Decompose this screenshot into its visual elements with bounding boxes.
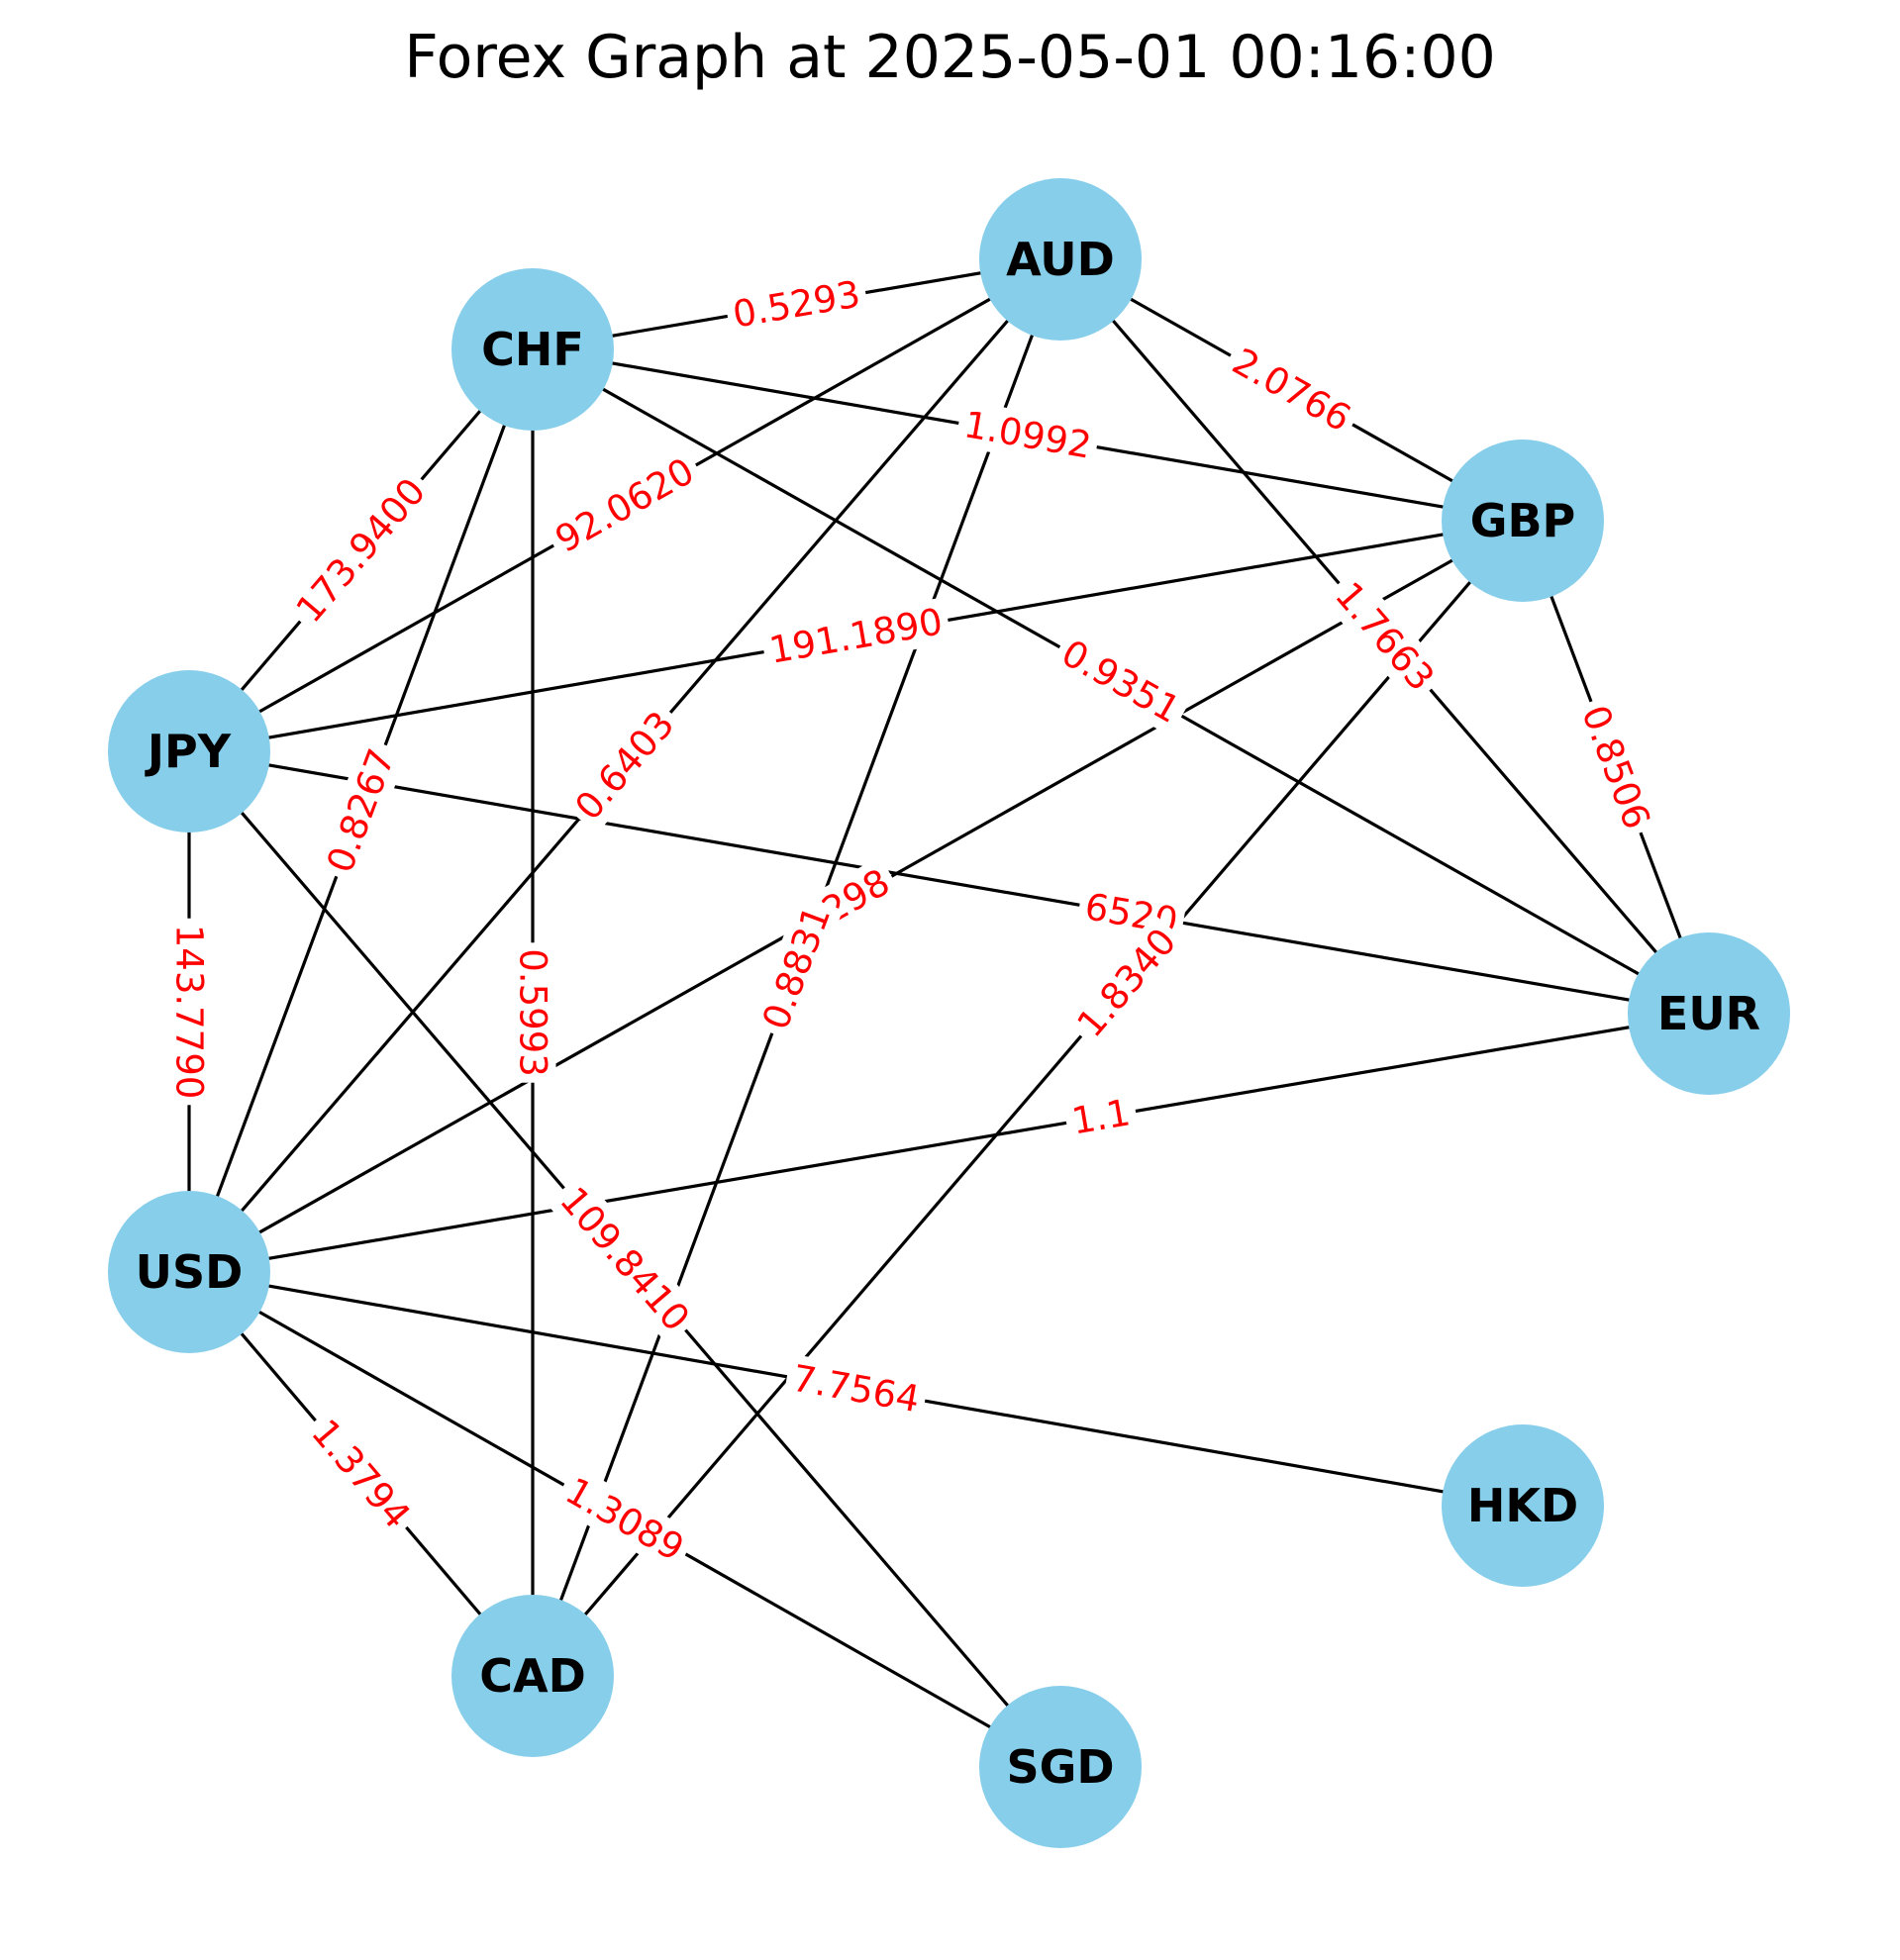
node-gbp: GBP	[1442, 440, 1604, 602]
edge-usd-eur	[188, 1012, 1710, 1274]
node-circle	[451, 268, 614, 431]
edge-label-group: 1.0992	[954, 400, 1101, 470]
edge-label-jpy-sgd: 109.8410	[551, 1179, 698, 1339]
edge-label-group: 7.7564	[782, 1353, 930, 1424]
edge-label-group: 2.0766	[1219, 335, 1364, 445]
edge-label-group: 1.7663	[1321, 568, 1449, 705]
edge-label-background	[314, 736, 408, 885]
node-label-jpy: JPY	[145, 725, 232, 778]
node-label-cad: CAD	[479, 1649, 586, 1703]
edge-label-background	[282, 464, 440, 637]
node-label-sgd: SGD	[1006, 1740, 1114, 1794]
node-chf: CHF	[451, 268, 614, 431]
edge-label-group: 143.7790	[165, 918, 213, 1106]
node-circle	[108, 670, 270, 833]
node-circle	[979, 178, 1142, 341]
edge-label-usd-cad: 1.3794	[303, 1412, 419, 1536]
edge-label-background	[782, 1353, 930, 1424]
edge-label-background	[542, 444, 708, 566]
edge-jpy-eur	[188, 749, 1710, 1016]
node-label-hkd: HKD	[1467, 1479, 1578, 1532]
nodes-layer: AUD CHF GBP JPY EUR USD HKD CAD SGD	[108, 178, 1790, 1848]
edge-label-background	[546, 1173, 704, 1345]
edge-label-group: 0.5293	[723, 269, 870, 340]
node-circle	[108, 1191, 270, 1353]
edge-label-group: 191.1890	[759, 597, 952, 675]
edge-label-background	[1048, 627, 1194, 736]
node-usd: USD	[108, 1191, 270, 1353]
node-label-eur: EUR	[1657, 987, 1760, 1040]
node-cad: CAD	[451, 1595, 614, 1757]
edge-label-jpy-chf: 173.9400	[288, 470, 434, 631]
node-circle	[979, 1686, 1142, 1848]
edge-label-background	[551, 1464, 698, 1575]
edge-label-background	[723, 269, 870, 340]
edge-label-group: 0.9351	[1048, 627, 1194, 736]
edge-label-gbp-eur: 0.8506	[1573, 700, 1658, 834]
edge-label-cad-aud: 0.8831	[754, 900, 839, 1034]
node-label-aud: AUD	[1006, 233, 1115, 286]
edge-label-group: 1.3089	[551, 1464, 698, 1575]
node-jpy: JPY	[108, 670, 270, 833]
edge-label-chf-cad: 0.5993	[512, 948, 554, 1076]
edge-label-usd-eur: 1.1	[1068, 1091, 1133, 1142]
node-label-gbp: GBP	[1470, 494, 1576, 547]
node-eur: EUR	[1628, 932, 1790, 1095]
node-sgd: SGD	[979, 1686, 1142, 1848]
page-title: Forex Graph at 2025-05-01 00:16:00	[404, 23, 1496, 92]
edge-label-group: 0.8506	[1569, 693, 1662, 841]
edge-label-group: 0.6403	[561, 697, 688, 834]
edge-label-background	[750, 894, 844, 1041]
node-aud: AUD	[979, 178, 1142, 341]
edge-label-jpy-usd: 143.7790	[168, 925, 211, 1100]
node-circle	[451, 1595, 614, 1757]
node-hkd: HKD	[1442, 1424, 1604, 1587]
edge-label-group: 0.5993	[509, 942, 556, 1083]
edge-label-cad-gbp: 1.8340	[1069, 921, 1185, 1045]
edge-label-background	[165, 918, 213, 1106]
edge-label-background	[561, 697, 688, 834]
node-circle	[1442, 1424, 1604, 1587]
edge-label-usd-chf: 0.8267	[319, 743, 403, 878]
edge-label-background	[759, 597, 952, 675]
node-label-chf: CHF	[481, 323, 584, 376]
node-label-usd: USD	[136, 1245, 244, 1299]
edge-label-jpy-aud: 92.0620	[549, 449, 701, 561]
edge-label-background	[1569, 693, 1662, 841]
edge-label-background	[1321, 568, 1449, 705]
edge-label-background	[1063, 914, 1190, 1051]
edge-label-group: 0.8831	[750, 894, 844, 1041]
edge-label-background	[1219, 335, 1364, 445]
edge-label-background	[509, 942, 556, 1083]
edge-cad-gbp	[531, 519, 1525, 1678]
node-circle	[1628, 932, 1790, 1095]
edge-label-background	[1062, 1088, 1140, 1146]
edge-label-group: 1.1	[1062, 1088, 1140, 1146]
node-circle	[1442, 440, 1604, 602]
edge-label-usd-aud: 0.6403	[566, 703, 682, 828]
edge-label-background	[297, 1405, 425, 1543]
edge-label-group: 0.8267	[314, 736, 408, 885]
edge-label-group: 173.9400	[282, 464, 440, 637]
edge-label-group: 1.3794	[297, 1405, 425, 1543]
edge-label-background	[954, 400, 1101, 470]
edge-labels-layer: 0.5293 2.0766 1.0992 173.9400 92.0620 1.7663 1…	[165, 269, 1662, 1575]
edge-label-group: 92.0620	[542, 444, 708, 566]
edge-label-jpy-gbp: 191.1890	[766, 600, 946, 671]
